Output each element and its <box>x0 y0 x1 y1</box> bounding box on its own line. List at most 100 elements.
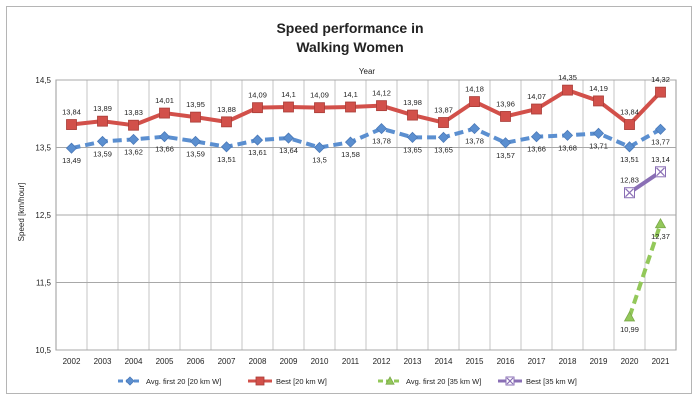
data-point-diamond <box>468 123 481 135</box>
x-tick-label: 2002 <box>63 357 81 366</box>
data-point-triangle <box>623 311 636 322</box>
x-tick-label: 2019 <box>590 357 608 366</box>
data-point-diamond <box>189 135 202 147</box>
y-tick-label: 11,5 <box>36 279 52 288</box>
series-4: 12,83 13,14 <box>620 155 670 199</box>
legend: Avg. first 20 [20 km W] Best [20 km W] Avg… <box>118 376 577 386</box>
x-tick-label: 2011 <box>342 357 360 366</box>
data-label: 12,37 <box>651 232 670 241</box>
chart-title-line-1: Speed performance in <box>276 20 423 36</box>
data-label: 13,66 <box>527 145 546 154</box>
data-point-diamond <box>437 131 450 143</box>
data-point-square <box>252 102 263 114</box>
data-label: 14,1 <box>343 90 358 99</box>
series-layer: 13,49 13,59 13,62 13,66 13,59 13,51 13,61 13,64… <box>62 73 670 334</box>
data-label: 13,87 <box>434 106 453 115</box>
chart-frame <box>6 6 692 394</box>
x-tick-label: 2020 <box>621 357 639 366</box>
series-line <box>627 223 663 318</box>
data-label: 13,84 <box>620 108 639 117</box>
x-tick-label: 2021 <box>652 357 670 366</box>
data-point-diamond <box>530 131 543 143</box>
data-label: 14,35 <box>558 73 577 82</box>
data-point-square <box>500 111 511 122</box>
data-point-diamond <box>344 136 357 148</box>
x-tick-label: 2014 <box>435 357 453 366</box>
data-label: 14,1 <box>281 90 296 99</box>
data-point-square <box>531 103 542 115</box>
data-label: 13,59 <box>93 149 112 158</box>
data-label: 10,99 <box>620 325 639 334</box>
x-tick-label: 2005 <box>156 357 174 366</box>
data-label: 13,14 <box>651 155 670 164</box>
data-label: 13,83 <box>124 108 143 117</box>
data-point-square <box>345 101 356 113</box>
data-point-triangle <box>654 217 667 229</box>
y-axis-title: Speed [km/hour] <box>17 183 26 242</box>
legend-label: Best [20 km W] <box>276 377 327 386</box>
data-label: 13,88 <box>217 105 236 114</box>
data-point-square <box>314 102 325 114</box>
data-point-square <box>190 111 201 123</box>
data-point-square <box>624 119 635 130</box>
series-2: 13,84 13,89 13,83 14,01 13,95 13,88 14,09 14,1 1… <box>62 73 670 131</box>
data-point-diamond <box>406 131 419 143</box>
axis-ticks: 10,5 11,5 12,5 13,5 14,5 2002 2003 2004 2005 2006… <box>35 76 670 366</box>
data-label: 13,68 <box>558 143 577 152</box>
data-label: 14,32 <box>651 75 670 84</box>
data-point-diamond <box>499 137 512 149</box>
legend-item: Avg. first 20 [35 km W] <box>378 376 481 386</box>
data-point-square <box>97 115 108 127</box>
x-tick-label: 2016 <box>497 357 515 366</box>
x-tick-label: 2007 <box>218 357 236 366</box>
data-point-diamond <box>654 123 667 135</box>
data-label: 13,65 <box>434 145 453 154</box>
legend-item: Avg. first 20 [20 km W] <box>118 376 221 386</box>
data-label: 13,65 <box>403 145 422 154</box>
series-3: 10,99 12,37 <box>620 217 670 334</box>
y-tick-label: 10,5 <box>35 346 51 355</box>
data-point-diamond <box>313 141 326 154</box>
data-point-square <box>128 119 139 131</box>
data-label: 14,09 <box>248 91 267 100</box>
data-point-diamond <box>65 142 78 154</box>
data-label: 13,64 <box>279 146 298 155</box>
data-label: 14,12 <box>372 89 391 98</box>
data-point-square <box>376 100 387 112</box>
grid <box>55 79 677 351</box>
data-label: 14,09 <box>310 91 329 100</box>
data-label: 12,83 <box>620 176 639 185</box>
data-label: 13,89 <box>93 104 112 113</box>
x-tick-label: 2010 <box>311 357 329 366</box>
data-point-x-stroke <box>506 377 514 385</box>
data-label: 14,01 <box>155 96 174 105</box>
data-point-diamond <box>251 134 264 146</box>
data-label: 13,59 <box>186 149 205 158</box>
data-label: 13,71 <box>589 141 608 150</box>
data-point-square <box>655 86 666 98</box>
data-label: 13,51 <box>620 155 639 164</box>
y-tick-label: 12,5 <box>35 211 51 220</box>
legend-item: Best [20 km W] <box>248 376 327 386</box>
data-point-diamond <box>561 129 574 141</box>
data-point-x-stroke <box>656 167 665 177</box>
data-point-square <box>407 109 418 121</box>
data-label: 13,51 <box>217 155 236 164</box>
data-point-diamond <box>623 141 636 153</box>
data-point-square <box>255 376 265 386</box>
data-label: 14,19 <box>589 84 608 93</box>
data-point-diamond <box>158 131 171 143</box>
data-label: 13,5 <box>312 156 327 165</box>
data-point-diamond <box>127 133 140 145</box>
data-label: 14,07 <box>527 92 546 101</box>
data-label: 13,58 <box>341 150 360 159</box>
data-point-diamond <box>220 141 233 153</box>
data-label: 13,78 <box>372 137 391 146</box>
data-label: 13,66 <box>155 145 174 154</box>
x-tick-label: 2013 <box>404 357 422 366</box>
x-tick-label: 2009 <box>280 357 298 366</box>
x-tick-label: 2012 <box>373 357 391 366</box>
x-tick-label: 2017 <box>528 357 546 366</box>
legend-label: Avg. first 20 [20 km W] <box>146 377 221 386</box>
